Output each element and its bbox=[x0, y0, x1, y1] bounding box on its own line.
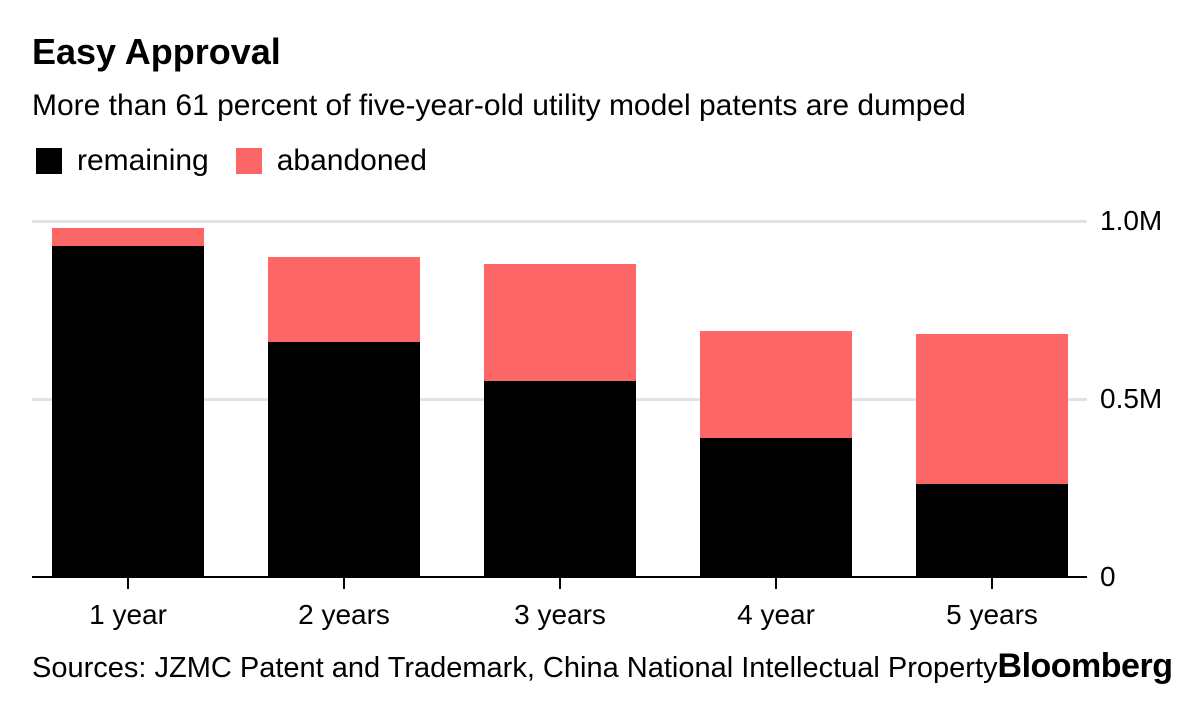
bar-abandoned-3-years bbox=[484, 264, 636, 381]
bloomberg-logo: Bloomberg bbox=[997, 647, 1173, 685]
x-axis-label-5-years: 5 years bbox=[946, 599, 1038, 630]
bar-remaining-3-years bbox=[484, 381, 636, 577]
y-axis-label-0: 0 bbox=[1100, 561, 1116, 592]
x-axis-label-4-year: 4 year bbox=[737, 599, 815, 630]
bar-abandoned-1-year bbox=[52, 228, 204, 246]
bar-abandoned-4-year bbox=[700, 331, 852, 438]
gridline-1.0M bbox=[32, 220, 1087, 223]
chart-title: Easy Approval bbox=[32, 31, 281, 72]
x-axis-line bbox=[32, 576, 1087, 578]
chart-subtitle: More than 61 percent of five-year-old ut… bbox=[32, 89, 966, 122]
x-axis-label-3-years: 3 years bbox=[514, 599, 606, 630]
legend-swatch-remaining bbox=[36, 148, 62, 174]
x-axis-label-2-years: 2 years bbox=[298, 599, 390, 630]
bar-abandoned-5-years bbox=[916, 334, 1068, 484]
x-axis-tick-1-year bbox=[127, 578, 129, 589]
legend: remaining abandoned bbox=[36, 144, 454, 177]
footer: Sources: JZMC Patent and Trademark, Chin… bbox=[32, 646, 1173, 687]
legend-label-abandoned: abandoned bbox=[276, 144, 427, 177]
bar-abandoned-2-years bbox=[268, 257, 420, 342]
y-axis-label-0.5M: 0.5M bbox=[1100, 383, 1163, 414]
x-axis-tick-2-years bbox=[343, 578, 345, 589]
bar-remaining-4-year bbox=[700, 438, 852, 577]
bar-remaining-5-years bbox=[916, 484, 1068, 577]
x-axis-tick-4-year bbox=[775, 578, 777, 589]
x-axis-tick-3-years bbox=[559, 578, 561, 589]
y-axis-label-1.0M: 1.0M bbox=[1100, 205, 1163, 236]
bar-remaining-2-years bbox=[268, 342, 420, 577]
x-axis-label-1-year: 1 year bbox=[89, 599, 167, 630]
legend-label-remaining: remaining bbox=[77, 144, 209, 177]
bar-remaining-1-year bbox=[52, 246, 204, 577]
source-text: Sources: JZMC Patent and Trademark, Chin… bbox=[32, 652, 998, 684]
x-axis-tick-5-years bbox=[991, 578, 993, 589]
legend-swatch-abandoned bbox=[235, 148, 262, 174]
